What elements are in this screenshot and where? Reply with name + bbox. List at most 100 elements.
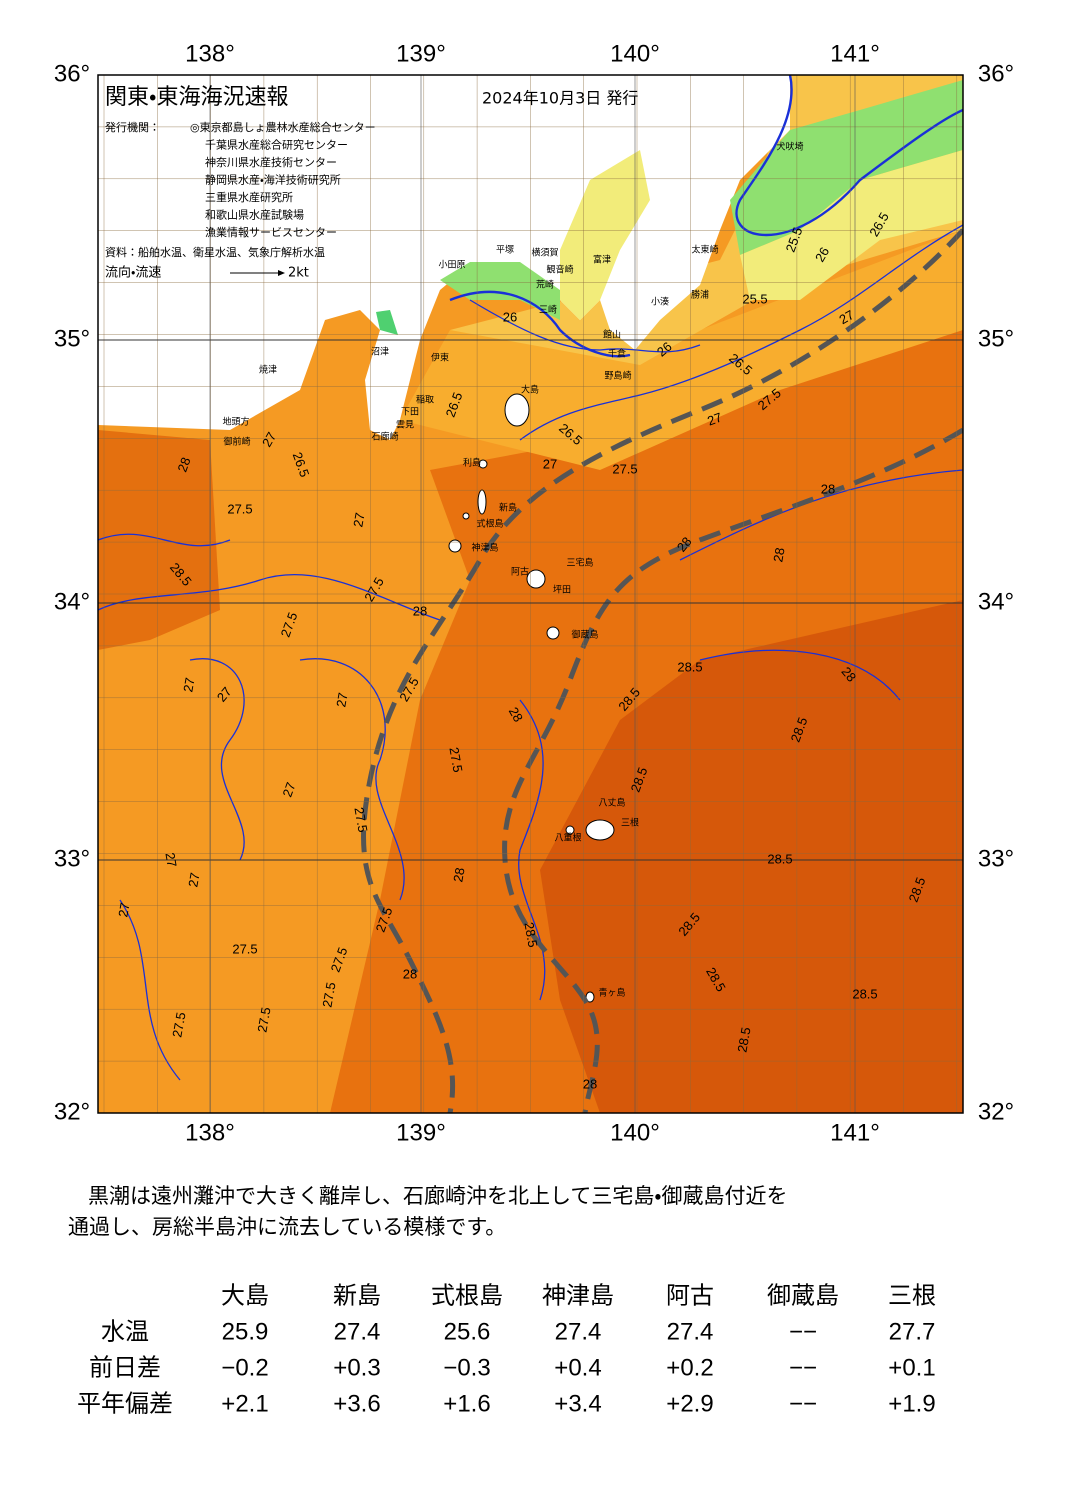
island (526, 569, 546, 589)
place-name: 新島 (499, 502, 517, 514)
issuer: 漁業情報サービスセンター (205, 225, 337, 239)
cell: −− (789, 1318, 817, 1345)
cell: −0.2 (221, 1354, 268, 1381)
place-name: 青ヶ島 (598, 987, 625, 999)
place-name: 八丈島 (598, 797, 625, 809)
place-name: 小湊 (651, 296, 669, 308)
column-header: 阿古 (666, 1282, 714, 1309)
contour-label: 27 (705, 409, 724, 428)
isotherm (299, 658, 405, 901)
map-area: 25.526.52625.527262626.527.52726.526.527… (98, 75, 963, 1113)
contour-label: 28 (403, 966, 417, 981)
issuer: 静岡県水産・海洋技術研究所 (205, 173, 341, 187)
place-name: 雲見 (396, 420, 414, 431)
contour-label: 28 (506, 704, 526, 724)
isotherm-bold (449, 290, 631, 358)
place-name: 御前崎 (223, 436, 250, 448)
place-name: 野島崎 (604, 370, 631, 382)
place-name: 沼津 (371, 347, 389, 358)
flow-legend: 流向・流速 (105, 265, 161, 281)
contour-label: 27.5 (227, 501, 252, 516)
lat-label: 34° (978, 588, 1014, 615)
contour-label: 28 (413, 603, 427, 618)
place-name: 神津島 (471, 542, 498, 554)
issuer-label: 発行機関： (105, 120, 160, 134)
issuer: ◎東京都島しょ農林水産総合センター (190, 120, 376, 134)
column-header: 御蔵島 (767, 1282, 839, 1309)
cell: 25.9 (222, 1318, 269, 1345)
issuer: 三重県水産研究所 (205, 190, 293, 204)
contour-label: 26 (812, 244, 832, 264)
island (478, 459, 488, 469)
contour-label: 27.5 (319, 981, 338, 1009)
cell: 27.4 (334, 1318, 381, 1345)
kuroshio-path (361, 228, 963, 1113)
summary-line: 黒潮は遠州灘沖で大きく離岸し、石廊崎沖を北上して三宅島・御蔵島付近を (88, 1184, 788, 1208)
column-header: 式根島 (431, 1282, 503, 1309)
place-name: 平塚 (496, 245, 514, 256)
place-name: 八重根 (554, 832, 581, 844)
contour-label: 28.5 (734, 1026, 753, 1054)
place-name: 三根 (621, 817, 639, 829)
place-name: 焼津 (259, 365, 277, 376)
lat-label: 36° (54, 60, 90, 87)
cell: +2.1 (221, 1390, 268, 1417)
flow-scale: 2kt (288, 266, 309, 281)
lon-label: 138° (185, 40, 235, 67)
lat-label: 34° (54, 588, 90, 615)
cell: +3.6 (333, 1390, 380, 1417)
map-title: 関東・東海海況速報 (105, 85, 288, 110)
contour-label: 27 (350, 511, 367, 528)
contour-label: 25.5 (742, 291, 767, 306)
contour-label: 28 (821, 481, 835, 496)
column-header: 新島 (333, 1282, 381, 1309)
contour-label: 27 (543, 456, 557, 471)
island (585, 819, 615, 841)
contour-label: 28 (174, 455, 193, 474)
place-name: 犬吠埼 (776, 141, 803, 153)
island (504, 393, 530, 427)
lat-label: 35° (978, 325, 1014, 352)
contour-label: 27 (185, 871, 202, 888)
island (565, 825, 575, 835)
lon-label: 138° (185, 1119, 235, 1146)
lon-label: 140° (610, 1119, 660, 1146)
lon-label: 141° (830, 1119, 880, 1146)
lat-label: 32° (54, 1098, 90, 1125)
cell: −− (789, 1390, 817, 1417)
contour-label: 28 (583, 1076, 597, 1091)
contour-label: 27 (180, 676, 197, 693)
contour-label: 28.5 (677, 659, 702, 674)
column-header: 神津島 (542, 1282, 614, 1309)
island (462, 512, 470, 520)
sea-28-5 (540, 600, 963, 1113)
row-label: 水温 (101, 1318, 149, 1345)
isotherm (699, 649, 901, 701)
kuroshio (361, 228, 963, 1113)
cell: 25.6 (444, 1318, 491, 1345)
contour-label: 27 (162, 851, 179, 868)
place-name: 稲取 (416, 394, 434, 406)
lon-label: 141° (830, 40, 880, 67)
column-header: 三根 (888, 1282, 936, 1309)
contour-label: 27 (115, 901, 132, 918)
island (477, 489, 487, 515)
tokyo-bay (560, 150, 650, 320)
contour-label: 28 (450, 866, 467, 883)
issuer: 和歌山県水産試験場 (205, 208, 304, 222)
cell: 27.7 (889, 1318, 936, 1345)
lat-label: 33° (54, 845, 90, 872)
contour-label: 28 (770, 546, 787, 563)
cell: +0.3 (333, 1354, 380, 1381)
place-name: 式根島 (476, 518, 503, 530)
cell: +0.1 (888, 1354, 935, 1381)
isotherm (119, 899, 181, 1081)
issuer: 神奈川県水産技術センター (205, 155, 337, 169)
place-name: 富津 (593, 254, 611, 266)
island (448, 539, 462, 553)
cell: +3.4 (554, 1390, 601, 1417)
contour-label: 26 (503, 309, 517, 324)
graticule (98, 75, 963, 1113)
place-name: 伊東 (431, 352, 449, 364)
